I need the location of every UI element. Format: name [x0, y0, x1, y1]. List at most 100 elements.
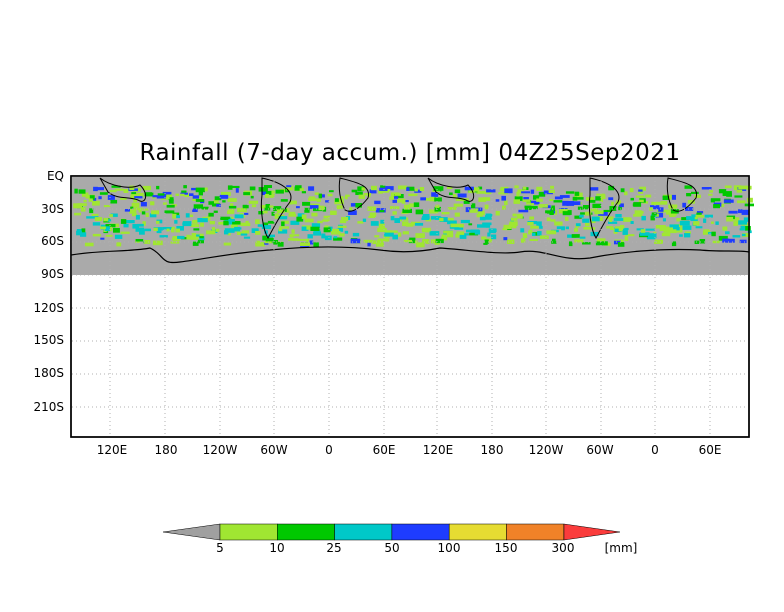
rain-cell [111, 185, 121, 188]
rain-cell [376, 242, 384, 247]
rain-cell [317, 220, 323, 224]
rain-cell [264, 193, 269, 198]
rain-cell [313, 242, 319, 248]
rain-cell [333, 237, 343, 241]
rain-cell [132, 211, 137, 215]
rain-cell [227, 210, 234, 215]
rain-cell [265, 237, 274, 242]
rain-cell [191, 233, 197, 237]
rain-cell [539, 235, 549, 239]
rain-cell [728, 210, 738, 214]
rain-cell [638, 189, 643, 192]
rain-cell [357, 221, 364, 224]
rain-cell [142, 208, 149, 211]
rain-cell [617, 242, 625, 247]
y-tick-label: 60S [41, 234, 64, 248]
rain-cell [242, 204, 248, 208]
rain-cell [169, 197, 174, 202]
rain-cell [566, 201, 575, 206]
rain-cell [358, 194, 365, 199]
rain-cell [120, 231, 130, 234]
rain-cell [323, 215, 330, 219]
rain-cell [371, 185, 377, 191]
rain-cell [351, 189, 358, 193]
rain-cell [725, 231, 730, 235]
rain-cell [441, 234, 447, 239]
rain-cell [262, 222, 269, 228]
rain-cell [113, 228, 120, 233]
rain-cell [554, 196, 563, 200]
rain-cell [650, 215, 655, 221]
rain-cell [243, 192, 251, 196]
rain-cell [334, 199, 344, 205]
rain-cell [671, 241, 677, 247]
rain-cell [615, 214, 622, 218]
rain-cell [529, 216, 534, 220]
rain-cell [262, 210, 268, 214]
rain-cell [483, 197, 491, 201]
rain-cell [481, 236, 487, 240]
rain-cell [251, 228, 259, 233]
rain-cell [585, 222, 590, 227]
rain-cell [176, 215, 180, 219]
rain-cell [424, 198, 434, 201]
rain-cell [334, 198, 339, 202]
rain-cell [258, 187, 268, 192]
rain-cell [92, 200, 100, 206]
rain-cell [261, 225, 272, 230]
y-tick-label: 180S [33, 366, 64, 380]
rain-cell [74, 188, 78, 194]
rain-cell [390, 216, 395, 221]
rain-cell [141, 211, 146, 215]
rain-cell [301, 191, 306, 194]
rain-cell [189, 237, 199, 240]
rain-cell [394, 218, 400, 223]
rain-cell [609, 218, 613, 222]
rain-cell [737, 200, 746, 204]
rain-cell [267, 220, 275, 224]
rain-cell [577, 206, 583, 210]
rain-cell [454, 189, 461, 194]
rain-cell [655, 213, 659, 217]
australia-coastline-2 [427, 177, 475, 202]
rain-cell [355, 203, 362, 208]
rain-cell [144, 192, 152, 196]
rain-cell [504, 200, 508, 206]
rain-cell [228, 219, 235, 222]
rain-cell [413, 202, 420, 207]
rain-cell [264, 242, 269, 245]
rain-cell [614, 227, 622, 232]
rain-cell [125, 220, 135, 224]
x-tick-label: 0 [651, 443, 659, 457]
rain-cell [668, 204, 678, 209]
x-tick-label: 60W [586, 443, 614, 457]
rain-cell [177, 235, 185, 239]
rain-cell [732, 235, 741, 238]
rain-cell [184, 193, 190, 198]
rain-cell [300, 242, 310, 246]
rain-cell [199, 236, 204, 239]
rain-cell [270, 190, 275, 195]
rain-cell [686, 193, 692, 197]
rain-cell [279, 226, 290, 229]
rain-cell [183, 185, 187, 189]
colorbar-swatch [391, 523, 450, 541]
colorbar-tick-label: 100 [437, 541, 461, 555]
rain-cell [355, 191, 363, 195]
rain-cell [469, 209, 478, 213]
rain-cell [107, 219, 112, 222]
rain-cell [350, 203, 358, 207]
rain-cell [669, 224, 679, 228]
rain-cell [669, 213, 676, 217]
rain-cell [382, 190, 389, 193]
rain-cell [89, 208, 94, 214]
rain-cell [532, 232, 536, 236]
rain-cell [703, 218, 707, 223]
rain-cell [130, 206, 134, 209]
rain-cell [572, 196, 578, 201]
rain-cell [227, 233, 231, 236]
rain-cell [691, 191, 699, 194]
rain-cell [174, 220, 178, 224]
rain-cell [218, 221, 229, 225]
rain-cell [374, 200, 381, 205]
